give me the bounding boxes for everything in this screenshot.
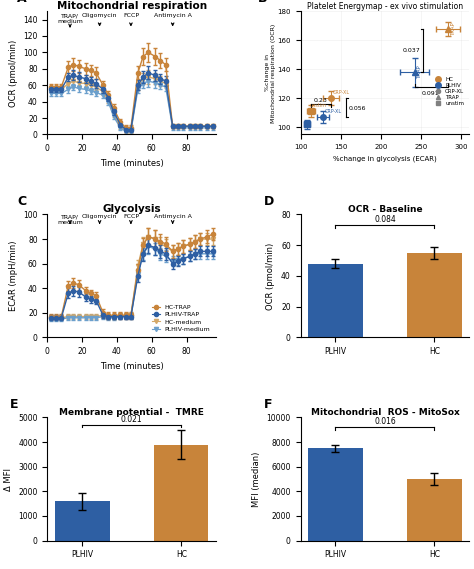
Text: FCCP: FCCP — [123, 215, 139, 223]
Text: CRP-XL: CRP-XL — [333, 90, 350, 96]
Text: F: F — [264, 398, 272, 411]
Text: FCCP: FCCP — [123, 13, 139, 26]
Text: 0.056: 0.056 — [349, 106, 366, 111]
Text: Oligomycin: Oligomycin — [82, 215, 118, 223]
Bar — [55, 501, 109, 541]
Title: Platelet Energymap - ex vivo stimulation: Platelet Energymap - ex vivo stimulation — [307, 2, 463, 11]
Text: 0.021: 0.021 — [121, 415, 143, 424]
X-axis label: %change in glycolysis (ECAR): %change in glycolysis (ECAR) — [333, 156, 437, 162]
Text: Oligomycin: Oligomycin — [82, 13, 118, 26]
Legend: HC, PLHIV, CRP-XL, TRAP, unstim: HC, PLHIV, CRP-XL, TRAP, unstim — [434, 75, 466, 108]
Text: 0.084: 0.084 — [374, 216, 396, 224]
Text: CRP-XL: CRP-XL — [325, 109, 342, 114]
Bar — [407, 479, 462, 541]
Title: Membrane potential -  TMRE: Membrane potential - TMRE — [59, 408, 204, 417]
Text: TRAP: TRAP — [451, 22, 456, 36]
Text: 0.091: 0.091 — [422, 91, 439, 96]
Text: E: E — [10, 398, 19, 411]
Text: 0.037: 0.037 — [402, 48, 420, 53]
Text: 0.016: 0.016 — [374, 417, 396, 426]
Y-axis label: %change in
Mitochondrial respiration (OCR): %change in Mitochondrial respiration (OC… — [265, 23, 276, 122]
Y-axis label: MFI (median): MFI (median) — [252, 451, 261, 507]
X-axis label: Time (minutes): Time (minutes) — [100, 362, 164, 371]
Bar — [308, 263, 363, 337]
Text: D: D — [264, 195, 273, 208]
Text: B: B — [258, 0, 268, 5]
Text: TRAP/
medium: TRAP/ medium — [57, 215, 83, 225]
Text: TRAP/
medium: TRAP/ medium — [57, 13, 83, 27]
Title: Mitochondrial  ROS - MitoSox: Mitochondrial ROS - MitoSox — [310, 408, 459, 417]
Text: Antimycin A: Antimycin A — [154, 13, 191, 26]
Text: C: C — [17, 195, 26, 208]
Y-axis label: OCR (pmol/min): OCR (pmol/min) — [9, 39, 18, 106]
Title: Mitochondrial respiration: Mitochondrial respiration — [57, 1, 207, 11]
Text: Antimycin A: Antimycin A — [154, 215, 191, 223]
Y-axis label: OCR (pmol/min): OCR (pmol/min) — [266, 242, 275, 310]
Legend: HC-TRAP, PLHIV-TRAP, HC-medium, PLHIV-medium: HC-TRAP, PLHIV-TRAP, HC-medium, PLHIV-me… — [150, 302, 213, 335]
Text: A: A — [17, 0, 27, 5]
Text: TRAP: TRAP — [417, 65, 422, 79]
Text: 0.23: 0.23 — [314, 98, 328, 102]
Title: Glycolysis: Glycolysis — [102, 204, 161, 213]
Text: unstim: unstim — [310, 104, 327, 108]
Y-axis label: Δ MFI: Δ MFI — [4, 468, 13, 490]
X-axis label: Time (minutes): Time (minutes) — [100, 159, 164, 168]
Title: OCR - Baseline: OCR - Baseline — [347, 205, 422, 213]
Bar — [308, 448, 363, 541]
Bar — [154, 444, 209, 541]
Bar — [407, 253, 462, 337]
Y-axis label: ECAR (mpH/min): ECAR (mpH/min) — [9, 241, 18, 311]
